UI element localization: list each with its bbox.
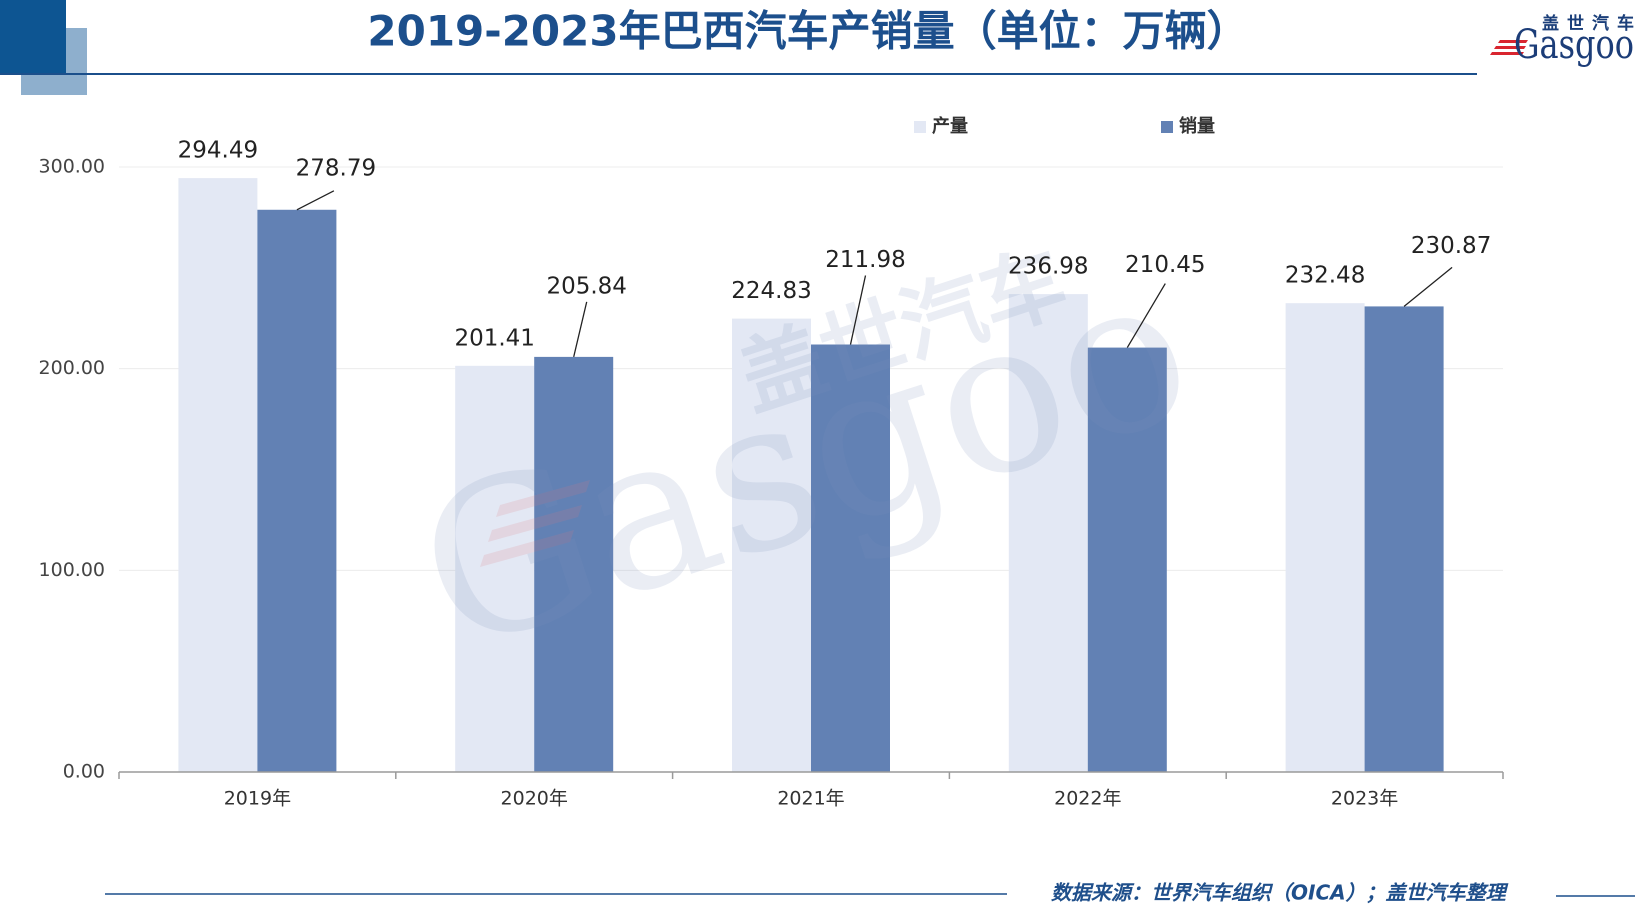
y-tick-label: 200.00 [39, 357, 105, 379]
brand-logo: 盖世汽车 Gasgoo [1490, 13, 1634, 68]
x-tick-label: 2023年 [1331, 788, 1398, 810]
bar-production-2 [732, 318, 811, 772]
source-note: 数据来源：世界汽车组织（OICA）；盖世汽车整理 [1051, 881, 1509, 905]
leader-line-sales-2 [849, 275, 867, 345]
bar-production-4 [1285, 303, 1365, 772]
footer: 数据来源：世界汽车组织（OICA）；盖世汽车整理 [105, 881, 1635, 905]
data-labels: 294.49 278.79 201.41 205.84 224.83 211.98 236.… [178, 138, 1491, 358]
data-label-sales-1: 205.84 [546, 273, 626, 299]
legend-item-sales: 销量 [1161, 115, 1215, 137]
y-tick-label: 300.00 [39, 156, 105, 178]
legend: 产量 销量 [914, 115, 1215, 137]
data-label-sales-0: 278.79 [296, 155, 376, 181]
axes: 0.00 100.00 200.00 300.00 2019年 2020年 2021年 202… [39, 156, 1504, 810]
bar-sales-3 [1087, 347, 1167, 772]
data-label-production-0: 294.49 [178, 138, 258, 164]
legend-label-production: 产量 [932, 115, 968, 137]
chart-title: 2019-2023年巴西汽车产销量（单位：万辆） [367, 7, 1248, 56]
logo-wordmark: Gasgoo [1514, 22, 1634, 68]
legend-swatch-production [914, 121, 926, 133]
y-tick-label: 0.00 [63, 761, 105, 783]
x-tick-label: 2021年 [777, 788, 844, 810]
bar-production-0 [178, 178, 258, 773]
bar-production-3 [1008, 294, 1088, 772]
x-tick-label: 2022年 [1054, 788, 1121, 810]
leader-line-sales-3 [1126, 283, 1166, 348]
logo-stripes-icon [1490, 40, 1528, 55]
legend-label-sales: 销量 [1179, 115, 1215, 137]
x-tick-label: 2020年 [501, 788, 568, 810]
bars [178, 178, 1444, 773]
bar-production-1 [455, 365, 535, 772]
decor-square-dark [0, 0, 66, 74]
x-tick-label: 2019年 [224, 788, 291, 810]
bar-sales-2 [811, 344, 890, 772]
leader-line-sales-0 [296, 190, 335, 211]
legend-swatch-sales [1161, 121, 1173, 133]
data-label-production-2: 224.83 [731, 278, 811, 304]
y-tick-label: 100.00 [39, 559, 105, 581]
data-label-production-4: 232.48 [1285, 263, 1365, 289]
bar-sales-0 [257, 209, 337, 772]
corner-decoration [0, 0, 87, 95]
data-label-production-3: 236.98 [1008, 254, 1088, 280]
watermark-stripes-icon [480, 480, 590, 567]
leader-line-sales-4 [1403, 266, 1453, 307]
data-label-sales-4: 230.87 [1411, 233, 1491, 259]
bar-sales-4 [1364, 306, 1444, 772]
leader-line-sales-1 [573, 301, 588, 358]
data-label-production-1: 201.41 [454, 325, 534, 351]
data-label-sales-2: 211.98 [825, 247, 905, 273]
bar-sales-1 [534, 356, 614, 772]
data-label-sales-3: 210.45 [1125, 252, 1205, 278]
legend-item-production: 产量 [914, 115, 968, 137]
